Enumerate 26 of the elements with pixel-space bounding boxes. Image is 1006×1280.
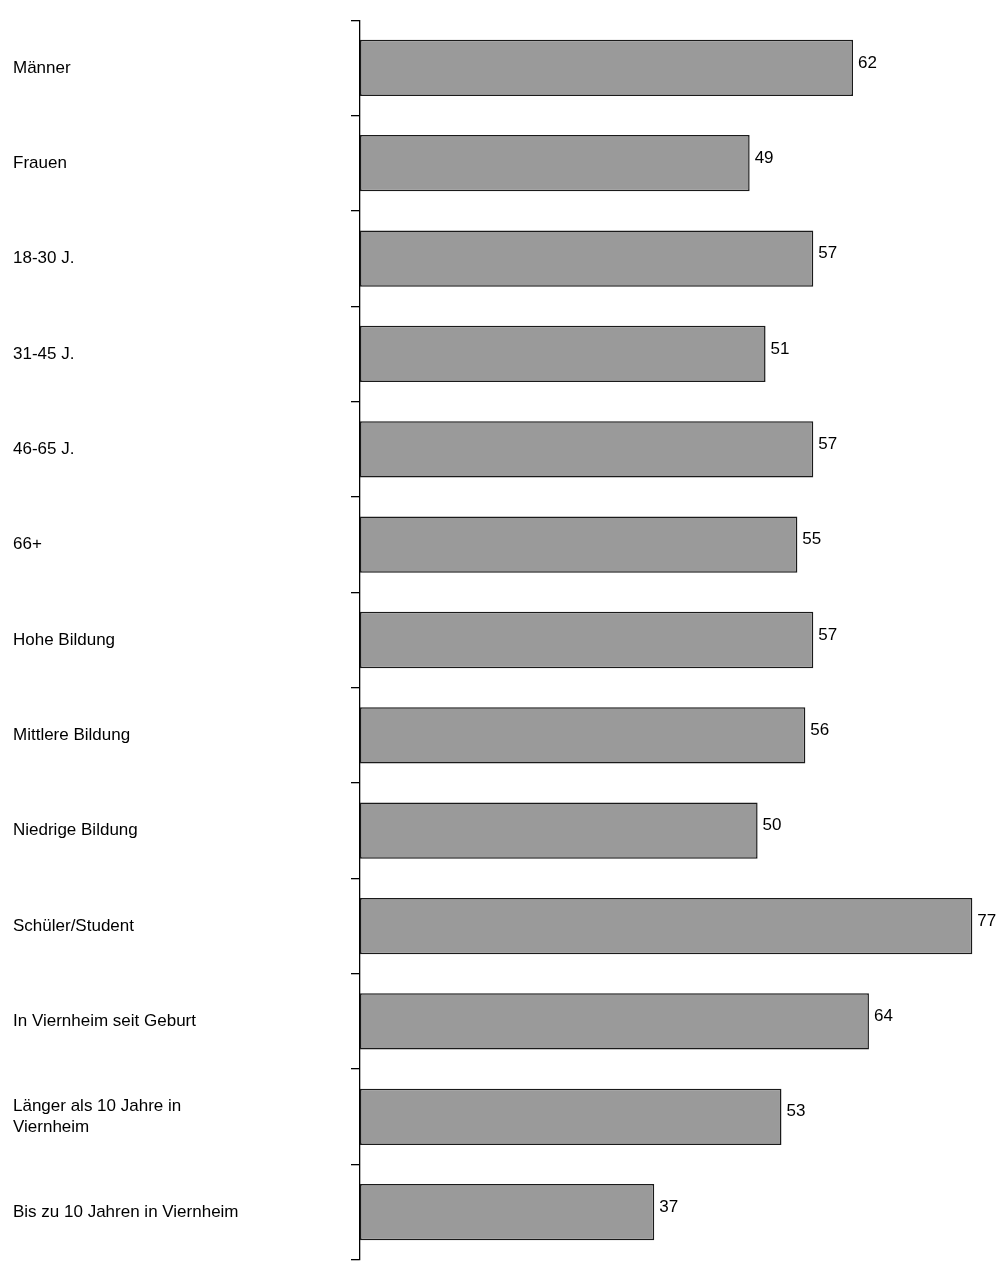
y-tick-label: In Viernheim seit Geburt xyxy=(13,1011,197,1031)
y-tick-label: Niedrige Bildung xyxy=(13,820,138,840)
data-label: 55 xyxy=(802,529,822,549)
y-tick-label: Hohe Bildung xyxy=(13,629,116,649)
y-tick-label: 46-65 J. xyxy=(13,438,75,458)
data-label: 57 xyxy=(818,624,838,644)
y-tick-label: Mittlere Bildung xyxy=(13,725,131,745)
data-label: 56 xyxy=(810,720,830,740)
y-tick-label: Bis zu 10 Jahren in Viernheim xyxy=(13,1201,239,1221)
y-tick-label: 66+ xyxy=(13,534,42,554)
data-label: 51 xyxy=(770,338,790,358)
data-label: 50 xyxy=(762,815,782,835)
data-label: 53 xyxy=(786,1101,806,1121)
data-label: 57 xyxy=(818,243,838,263)
y-tick-label: 18-30 J. xyxy=(13,248,75,268)
data-label: 64 xyxy=(873,1006,893,1026)
data-label: 49 xyxy=(754,147,774,167)
y-tick-label: 31-45 J. xyxy=(13,343,75,363)
y-tick-label: Frauen xyxy=(13,152,67,172)
y-tick-label: Länger als 10 Jahre in Viernheim xyxy=(13,1096,182,1136)
data-label: 57 xyxy=(818,433,838,453)
data-label: 37 xyxy=(659,1196,679,1216)
y-tick-label: Männer xyxy=(13,57,71,77)
data-label: 77 xyxy=(977,910,997,930)
data-label: 62 xyxy=(858,52,877,72)
y-tick-label: Schüler/Student xyxy=(13,915,135,935)
